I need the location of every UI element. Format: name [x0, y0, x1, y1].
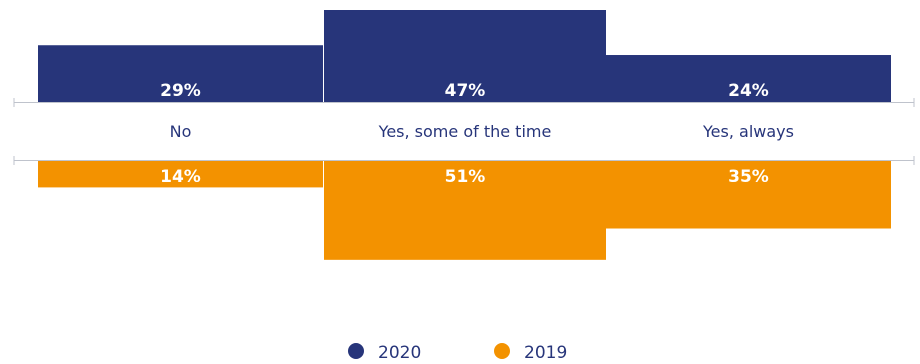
bar-2020-no [38, 45, 323, 102]
series-2020-bars [38, 10, 891, 102]
category-axis [13, 98, 915, 165]
bar-2019-yes-some-of-the-time [324, 160, 606, 260]
legend-swatch-2019 [494, 343, 510, 359]
bar-2020-yes-always [606, 55, 891, 102]
category-label-yes-always: Yes, always [702, 122, 794, 141]
value-labels: 29% 14% 47% 51% 24% 35% [160, 81, 769, 187]
category-label-no: No [170, 122, 192, 141]
value-label-2020-no: 29% [160, 81, 201, 101]
legend-label-2020: 2020 [378, 343, 421, 363]
bar-2019-no [38, 160, 323, 188]
value-label-2020-yes-some-of-the-time: 47% [445, 81, 486, 101]
legend: 2020 2019 [348, 343, 567, 363]
bar-2020-yes-some-of-the-time [324, 10, 606, 102]
category-labels: No Yes, some of the time Yes, always [170, 122, 794, 141]
value-label-2019-yes-always: 35% [728, 167, 769, 187]
value-label-2019-yes-some-of-the-time: 51% [445, 167, 486, 187]
value-label-2019-no: 14% [160, 167, 201, 187]
legend-swatch-2020 [348, 343, 364, 359]
bar-2019-yes-always [606, 160, 891, 229]
legend-label-2019: 2019 [524, 343, 567, 363]
value-label-2020-yes-always: 24% [728, 81, 769, 101]
category-label-yes-some-of-the-time: Yes, some of the time [378, 122, 552, 141]
series-2019-bars [38, 160, 891, 260]
